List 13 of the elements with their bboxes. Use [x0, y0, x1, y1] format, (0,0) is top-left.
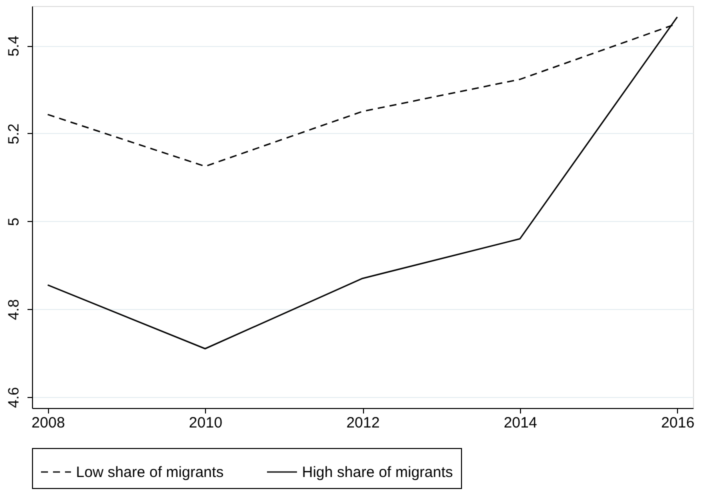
legend-label: High share of migrants	[302, 464, 453, 481]
line-series	[47, 16, 678, 350]
y-tick-label: 5.2	[6, 123, 22, 144]
x-tick-label: 2016	[661, 414, 694, 432]
x-tick-label: 2010	[188, 414, 222, 432]
y-tick-label: 5.4	[6, 36, 22, 56]
x-tick-label: 2008	[32, 414, 65, 432]
legend-label: Low share of migrants	[76, 464, 224, 481]
x-tick-label: 2012	[346, 414, 380, 432]
y-tick-label: 4.8	[6, 299, 22, 320]
y-tick-label: 4.6	[6, 387, 22, 408]
y-tick-label: 5	[6, 218, 22, 226]
x-tick-label: 2014	[504, 414, 538, 432]
